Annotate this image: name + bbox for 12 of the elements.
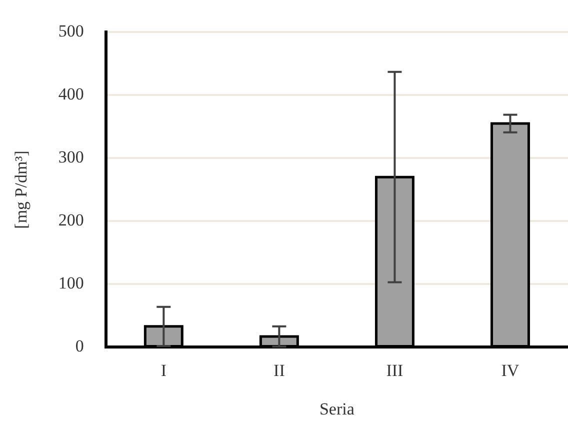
y-tick-label: 400: [58, 84, 84, 104]
x-tick-label: I: [160, 360, 167, 380]
x-tick-label: III: [386, 360, 404, 380]
x-tick-label: II: [274, 360, 286, 380]
x-tick-label: IV: [501, 360, 520, 380]
y-tick-label: 100: [58, 274, 84, 293]
y-tick-label: 500: [58, 22, 84, 41]
x-axis-title: Seria: [319, 399, 355, 418]
y-tick-label: 300: [58, 148, 84, 167]
y-tick-label: 200: [58, 210, 84, 230]
y-axis-title: [mg P/dm³]: [12, 150, 31, 229]
y-tick-label: 0: [75, 336, 84, 356]
